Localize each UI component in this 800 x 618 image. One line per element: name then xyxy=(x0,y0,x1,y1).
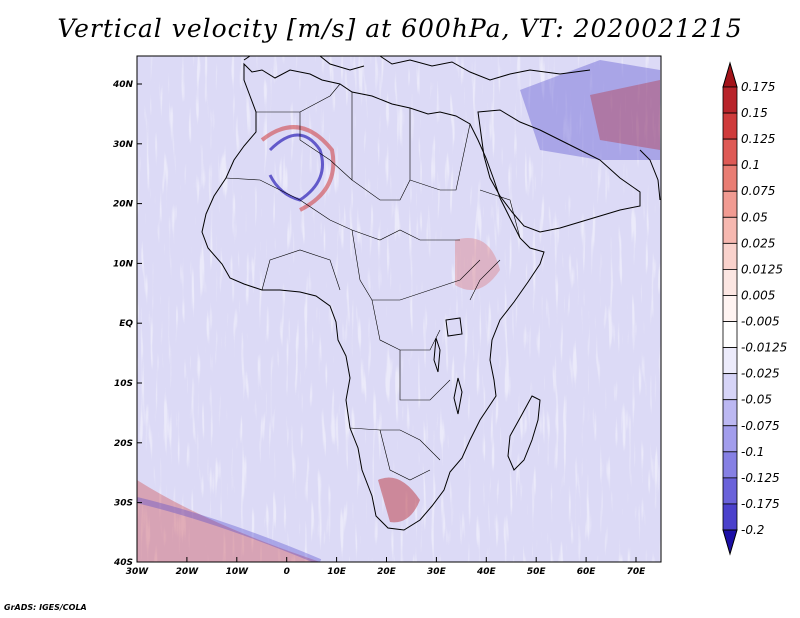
arabia-coastline xyxy=(477,109,641,233)
colorbar: 0.175 0.15 0.125 0.1 0.075 0.05 0.025 0.0125 0.0… xyxy=(722,61,787,556)
colorbar-segment xyxy=(722,399,738,427)
southern-ocean-feature-red xyxy=(137,480,320,562)
southern-ocean-feature-blue xyxy=(137,497,322,562)
lat-tick-label: 20N xyxy=(113,200,134,210)
lon-tick-label: 20E xyxy=(377,567,397,577)
lake-victoria xyxy=(445,317,463,337)
lake-tanganyika xyxy=(433,337,441,373)
middle-east-feature-blue xyxy=(520,60,660,160)
colorbar-label: 0.125 xyxy=(741,132,775,146)
colorbar-segment xyxy=(722,321,738,348)
colorbar-label: 0.175 xyxy=(741,80,775,94)
colorbar-label: -0.005 xyxy=(741,315,780,329)
colorbar-label: -0.125 xyxy=(741,471,780,485)
colorbar-segment xyxy=(722,503,738,531)
lat-tick-label: 40N xyxy=(112,80,134,90)
colorbar-label: 0.05 xyxy=(741,210,768,224)
velocity-field xyxy=(137,56,661,562)
colorbar-label: -0.025 xyxy=(741,367,780,381)
colorbar-segment xyxy=(722,477,738,505)
lon-tick-label: 70E xyxy=(627,567,647,577)
colorbar-segment xyxy=(722,269,738,296)
colorbar-label: 0.025 xyxy=(741,236,775,250)
longitude-axis: 30W 20W 10W 0 10E 20E 30E 40E 50E 60E 70E xyxy=(126,557,646,577)
colorbar-segment xyxy=(722,373,738,401)
europe-coastline xyxy=(243,56,591,81)
colorbar-bottom-arrow xyxy=(722,529,738,556)
plot-frame xyxy=(136,55,662,563)
africa-coastline xyxy=(201,62,545,531)
colorbar-segment xyxy=(722,451,738,479)
colorbar-label: -0.175 xyxy=(741,497,780,511)
india-coastline xyxy=(639,149,661,201)
colorbar-label: 0.15 xyxy=(741,106,768,120)
lat-tick-label: 40S xyxy=(113,558,133,568)
lon-tick-label: 0 xyxy=(284,567,290,577)
colorbar-label: -0.2 xyxy=(741,523,764,537)
colorbar-segment xyxy=(722,425,738,453)
colorbar-segment xyxy=(722,347,738,375)
colorbar-label: 0.1 xyxy=(741,158,760,172)
map-title: Vertical velocity [m/s] at 600hPa, VT: 2… xyxy=(57,14,743,43)
madagascar-coastline xyxy=(507,395,541,471)
colorbar-label: 0.0125 xyxy=(741,262,783,276)
colorbar-segment xyxy=(722,138,738,166)
colorbar-segment xyxy=(722,164,738,192)
colorbar-segment xyxy=(722,112,738,140)
lon-tick-label: 30W xyxy=(126,567,150,577)
colorbar-segment xyxy=(722,216,738,244)
lon-tick-label: 60E xyxy=(577,567,597,577)
lon-tick-label: 10E xyxy=(327,567,347,577)
colorbar-label: -0.05 xyxy=(741,393,772,407)
latitude-axis: 40N 30N 20N 10N EQ 10S 20S 30S 40S xyxy=(112,80,142,568)
lat-tick-label: 30S xyxy=(114,499,133,509)
lat-tick-label: 10S xyxy=(114,379,133,389)
lat-tick-label: EQ xyxy=(119,319,133,329)
streak-layer xyxy=(137,56,661,562)
grads-credit: GrADS: IGES/COLA xyxy=(4,603,87,612)
coastlines xyxy=(201,56,661,531)
colorbar-label: 0.075 xyxy=(741,184,775,198)
east-africa-feature-red xyxy=(455,238,500,290)
colorbar-label: -0.0125 xyxy=(741,341,787,355)
colorbar-label: -0.1 xyxy=(741,445,764,459)
lon-tick-label: 40E xyxy=(476,567,497,577)
lat-tick-label: 30N xyxy=(113,140,134,150)
lake-malawi xyxy=(453,377,463,415)
colorbar-top-arrow xyxy=(722,61,738,88)
lat-tick-label: 10N xyxy=(113,259,134,269)
colorbar-segment xyxy=(722,86,738,114)
lat-tick-label: 20S xyxy=(114,439,133,449)
country-borders xyxy=(225,83,521,481)
lon-tick-label: 20W xyxy=(176,567,200,577)
colorbar-segment xyxy=(722,190,738,218)
lon-tick-label: 10W xyxy=(226,567,250,577)
colorbar-segment xyxy=(722,242,738,270)
colorbar-label: 0.005 xyxy=(741,288,775,302)
iran-feature-red xyxy=(590,80,660,150)
cyclone-feature-red xyxy=(260,125,336,212)
colorbar-segment xyxy=(722,295,738,322)
lon-tick-label: 30E xyxy=(427,567,447,577)
colorbar-label: -0.075 xyxy=(741,419,780,433)
lon-tick-label: 50E xyxy=(527,567,547,577)
south-africa-feature-red xyxy=(378,477,420,523)
